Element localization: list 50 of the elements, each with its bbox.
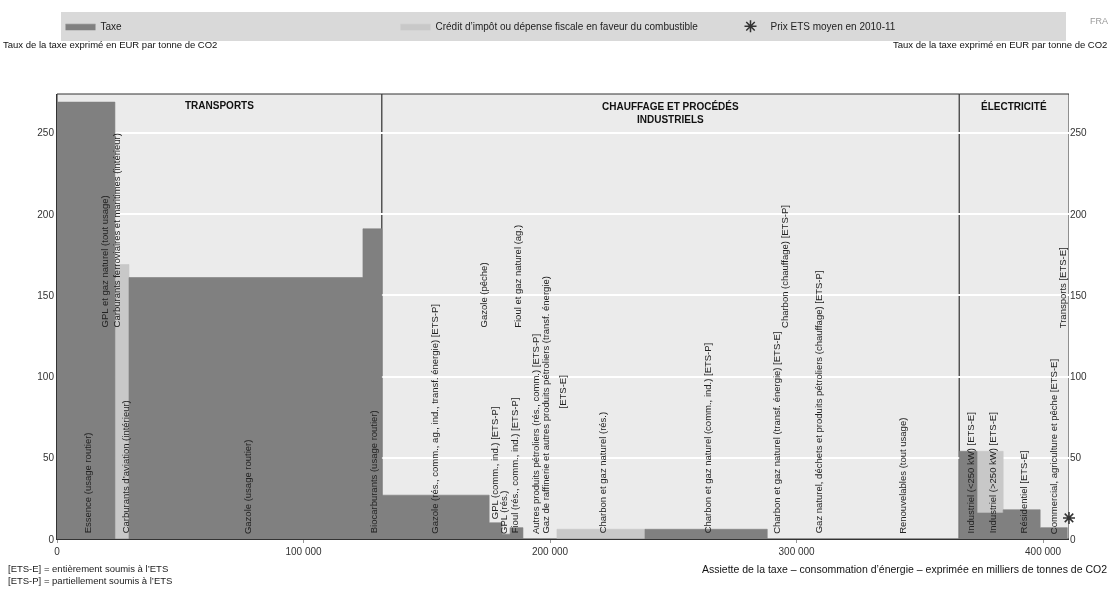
- y-tick-label: 50: [42, 452, 55, 464]
- annotation: Gazole (rés., comm., ag., ind., transf. énergie) [ETS-P]: [429, 304, 441, 534]
- annotation: Industriel (<250 kW) [ETS-E]: [964, 412, 976, 534]
- annotation: Renouvelables (tout usage): [897, 417, 909, 534]
- y2-tick-label: 50: [1070, 452, 1082, 464]
- y2-tick-label: 0: [1070, 533, 1076, 545]
- y2-tick-label: 100: [1070, 371, 1088, 383]
- y-tick-label: 200: [37, 208, 55, 220]
- annotation: Biocarburants (usage routier): [367, 410, 379, 534]
- annotation: Gaz naturel, déchets et produits pétroliers (chauffage) [ETS-P]: [812, 270, 824, 534]
- annotation: Gazole (pêche): [477, 262, 489, 328]
- annotation: Résidentiel [ETS-E]: [1017, 450, 1029, 534]
- y2-tick-label: 250: [1070, 127, 1088, 139]
- annotation: Charbon (chauffage) [ETS-P]: [779, 205, 791, 328]
- y-axis-title: Taux de la taxe exprimé en EUR par tonne de CO2: [3, 39, 218, 50]
- y-tick-label: 100: [37, 371, 55, 383]
- legend-label: Crédit d’impôt ou dépense fiscale en faveur du combustible: [435, 21, 699, 33]
- text: FRA: [1090, 16, 1108, 26]
- annotation: GPL et gaz naturel (tout usage): [98, 195, 110, 328]
- y-tick-label: 0: [48, 533, 55, 545]
- annotation: Autres produits pétroliers (rés., comm.) [ETS-P]: [529, 333, 541, 535]
- y2-tick-label: 150: [1070, 289, 1088, 301]
- text: [ETS-E] = entièrement soumis à l’ETS [ETS-P] = partiellement soumis à l’ETS: [8, 563, 173, 587]
- annotation: Carburants d’aviation (intérieur): [119, 400, 131, 534]
- x-tick-label: 100 000: [285, 546, 323, 557]
- annotation: Gazole (usage routier): [241, 439, 253, 535]
- annotation: Fioul et gaz naturel (ag.): [512, 224, 524, 328]
- x-tick-label: 400 000: [1025, 546, 1062, 557]
- x-axis-title: Assiette de la taxe – consommation d’énergie – exprimée en milliers de tonnes de CO2: [702, 563, 1108, 575]
- band-label: ÉLECTRICITÉ: [981, 100, 1047, 112]
- y2-tick-label: 200: [1070, 208, 1088, 220]
- annotation: Carburants ferroviaires et maritimes (intérieur): [111, 133, 123, 328]
- annotation: Charbon et gaz naturel (rés.): [596, 411, 608, 534]
- legend-label: Taxe: [100, 21, 123, 33]
- band-label: CHAUFFAGE ET PROCÉDÉS INDUSTRIELS: [602, 100, 740, 125]
- annotation: Charbon et gaz naturel (transf. énergie) [ETS-E]: [771, 331, 783, 534]
- x-tick-label: 200 000: [531, 546, 569, 557]
- band-label: TRANSPORTS: [185, 100, 255, 111]
- legend-label: Prix ETS moyen en 2010-11: [770, 21, 896, 33]
- annotation: Transports [ETS-E]: [1056, 247, 1068, 329]
- annotation: Industriel (>250 kW) [ETS-E]: [986, 412, 998, 534]
- annotation: Essence (usage routier): [81, 432, 93, 534]
- annotation: GPL (comm., ind.) [ETS-P]: [488, 406, 500, 520]
- y2-axis-title: Taux de la taxe exprimé en EUR par tonne de CO2: [893, 39, 1108, 50]
- annotation: Gaz de raffinerie et autres produits pétroliers (transf. énergie): [540, 276, 552, 534]
- y-tick-label: 150: [37, 289, 55, 301]
- x-tick-label: 300 000: [778, 546, 816, 557]
- annotation: [ETS-E]: [556, 375, 568, 409]
- annotation: GPL (rés.): [498, 490, 510, 534]
- y-tick-label: 250: [37, 127, 55, 139]
